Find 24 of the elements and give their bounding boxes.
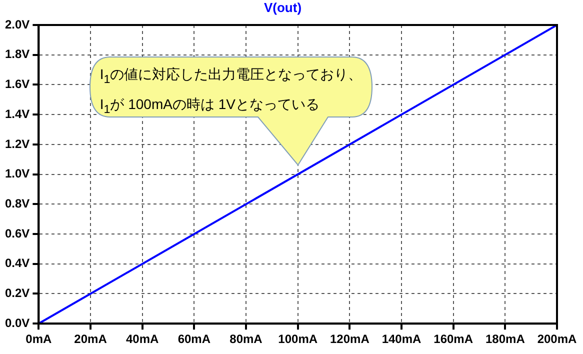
y-tick-label: 1.4V [5, 106, 30, 121]
y-tick-label: 0.2V [5, 286, 30, 300]
x-tick-label: 200mA [537, 332, 578, 346]
y-tick-label: 1.8V [5, 47, 30, 62]
y-tick-label: 1.2V [5, 136, 30, 151]
x-tick-label: 120mA [330, 332, 370, 346]
text: V(out) [264, 0, 302, 16]
y-tick-label: 1.0V [5, 166, 30, 181]
y-tick-label: 0.0V [5, 316, 30, 330]
x-tick-label: 180mA [485, 332, 526, 346]
y-tick-label: 0.4V [5, 256, 30, 270]
x-tick-label: 60mA [178, 332, 211, 346]
x-tick-label: 100mA [278, 332, 318, 346]
y-tick-label: 2.0V [5, 17, 30, 32]
x-tick-label: 0mA [26, 332, 52, 346]
x-tick-label: 40mA [126, 332, 160, 346]
annotation: I$_{1}$の値に対応した出力電圧となっており、I$_{1}$が 100mAの時は 1Vとなっている [100, 65, 364, 118]
y-tick-label: 0.6V [5, 226, 30, 240]
x-tick-label: 80mA [230, 332, 263, 346]
x-tick-label: 140mA [382, 332, 422, 346]
y-tick-label: 1.6V [5, 77, 30, 92]
x-tick-label: 20mA [74, 332, 108, 346]
y-tick-label: 0.8V [5, 196, 30, 210]
x-tick-label: 160mA [434, 332, 474, 346]
